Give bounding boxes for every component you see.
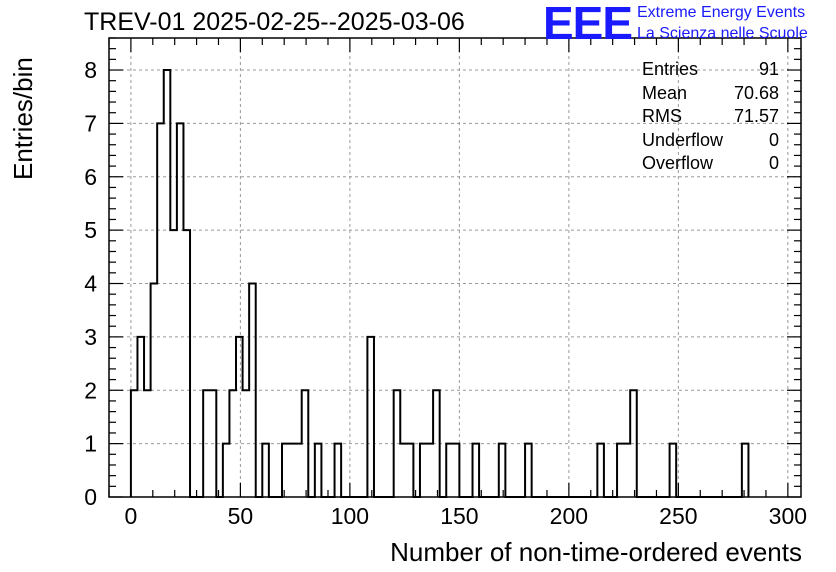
x-tick-label: 50 (228, 503, 254, 529)
x-tick-label: 0 (125, 503, 138, 529)
y-tick-label: 6 (84, 164, 97, 190)
stat-label: Underflow (642, 129, 724, 150)
histogram-bin (427, 444, 434, 497)
stat-underflow: Underflow 0 (642, 129, 779, 153)
y-tick-labels: 0 1 2 3 4 5 6 7 8 (84, 57, 97, 510)
logo-line-2: La Scienza nelle Scuole (637, 25, 808, 42)
y-tick-label: 2 (84, 377, 97, 403)
y-tick-label: 1 (84, 431, 97, 457)
eee-logo-icon: EEE (543, 0, 633, 49)
stat-rms: RMS 71.57 (642, 105, 779, 129)
stat-entries: Entries 91 (642, 58, 779, 82)
stat-value: 0 (768, 153, 779, 173)
y-tick-label: 7 (84, 110, 97, 136)
y-tick-label: 8 (84, 57, 97, 83)
y-tick-label: 5 (84, 217, 97, 243)
x-tick-label: 100 (331, 503, 369, 529)
y-axis-label: Entries/bin (8, 57, 38, 180)
y-tick-label: 0 (84, 484, 97, 510)
axis-ticks (108, 37, 801, 498)
stat-value: 0 (768, 129, 779, 150)
stats-box: Entries 91 Mean 70.68 RMS 71.57 Underflo… (642, 58, 779, 176)
plot-frame (108, 37, 802, 498)
logo-line-1: Extreme Energy Events (637, 4, 806, 21)
stat-mean: Mean 70.68 (642, 82, 779, 106)
y-tick-label: 4 (84, 271, 97, 297)
histogram-bin (624, 444, 631, 497)
histogram-bin (170, 230, 177, 497)
histogram-bin (400, 444, 407, 497)
stat-value: 71.57 (733, 106, 779, 126)
x-tick-label: 250 (659, 503, 697, 529)
stat-overflow: Overflow 0 (642, 152, 779, 176)
histogram-bin (289, 444, 296, 497)
stat-label: Overflow (642, 153, 714, 173)
x-tick-label: 200 (550, 503, 588, 529)
chart-title: TREV-01 2025-02-25--2025-03-06 (84, 8, 465, 36)
stat-label: RMS (642, 106, 682, 126)
x-tick-label: 150 (440, 503, 478, 529)
y-tick-label: 3 (84, 324, 97, 350)
stat-value: 91 (758, 59, 779, 79)
stat-label: Mean (642, 82, 688, 103)
histogram-outline (129, 69, 750, 498)
stat-label: Entries (642, 59, 699, 79)
x-tick-label: 300 (769, 503, 807, 529)
stat-value: 70.68 (733, 82, 779, 103)
histogram-bin (295, 444, 302, 497)
x-tick-labels: 0 50 100 150 200 250 300 (125, 503, 808, 529)
x-axis-label: Number of non-time-ordered events (390, 537, 802, 567)
